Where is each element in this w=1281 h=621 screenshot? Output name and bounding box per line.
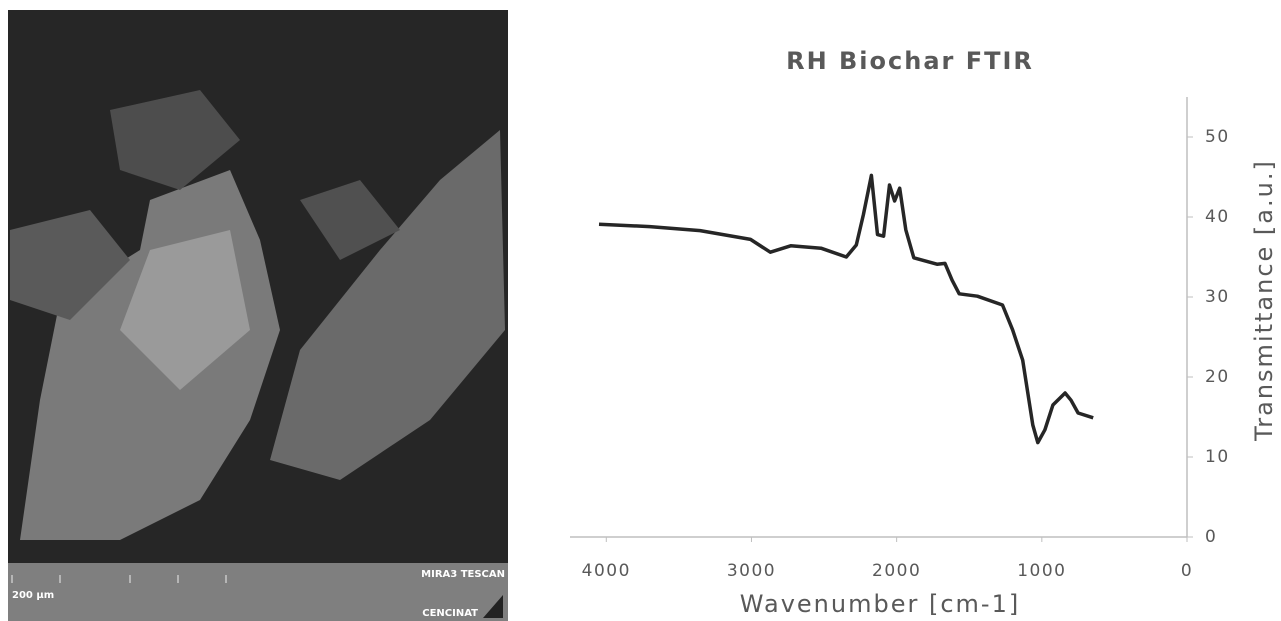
chart-title: RH Biochar FTIR xyxy=(786,47,1034,75)
y-tick-label: 30 xyxy=(1205,287,1230,307)
x-tick-label: 2000 xyxy=(872,561,921,581)
x-tick-label: 0 xyxy=(1181,561,1193,581)
sem-image: 200 µm MIRA3 TESCAN CENCINAT xyxy=(8,10,508,621)
y-tick-label: 0 xyxy=(1205,527,1217,547)
y-tick-label: 40 xyxy=(1205,207,1230,227)
scale-bar-label: 200 µm xyxy=(12,590,54,601)
instrument-label: MIRA3 TESCAN xyxy=(421,569,505,580)
y-tick-label: 10 xyxy=(1205,447,1230,467)
x-tick-label: 3000 xyxy=(727,561,776,581)
y-tick-label: 50 xyxy=(1205,127,1230,147)
x-tick-label: 4000 xyxy=(582,561,631,581)
x-tick-label: 1000 xyxy=(1017,561,1066,581)
x-axis-title: Wavenumber [cm-1] xyxy=(740,590,1020,618)
lab-label: CENCINAT xyxy=(422,608,478,619)
y-axis-title: Transmittance [a.u.] xyxy=(1250,159,1278,442)
y-tick-label: 20 xyxy=(1205,367,1230,387)
data-line xyxy=(598,173,1094,445)
